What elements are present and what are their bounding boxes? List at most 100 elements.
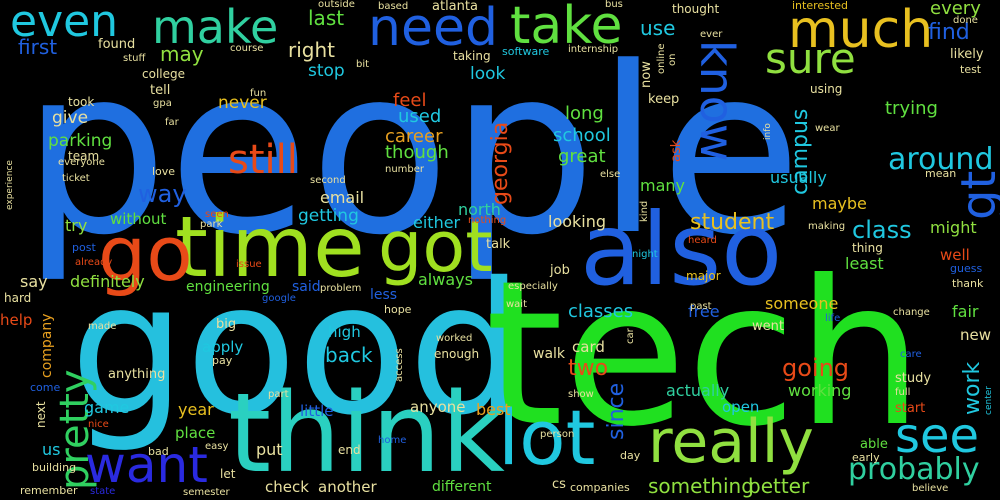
word-need: need <box>368 0 498 58</box>
word-might: might <box>930 218 977 237</box>
word-tell: tell <box>150 83 171 98</box>
word-love: love <box>152 165 176 178</box>
word-looking: looking <box>548 212 607 231</box>
word-easy: easy <box>205 441 229 452</box>
word-actually: actually <box>666 381 730 400</box>
word-use: use <box>640 16 676 40</box>
word-made: made <box>88 321 117 332</box>
word-want: want <box>85 436 208 494</box>
word-study: study <box>895 371 932 386</box>
word-great: great <box>558 146 606 167</box>
word-enough: enough <box>434 347 480 361</box>
word-companies: companies <box>570 481 630 494</box>
word-never: never <box>218 93 267 113</box>
word-last: last <box>308 6 345 30</box>
word-number: number <box>385 164 425 175</box>
word-cs: cs <box>552 477 566 492</box>
word-maybe: maybe <box>812 194 867 213</box>
word-think: think <box>228 369 505 497</box>
word-stop: stop <box>308 61 345 81</box>
word-little: little <box>300 402 334 420</box>
word-interested: interested <box>792 0 848 12</box>
word-put: put <box>256 440 283 459</box>
word-experience: experience <box>5 160 15 210</box>
word-fun: fun <box>250 88 267 99</box>
word-open: open <box>722 398 760 416</box>
word-say: say <box>20 272 48 291</box>
word-worked: worked <box>436 333 473 344</box>
word-high: high <box>328 323 361 341</box>
word-wear: wear <box>815 123 840 134</box>
word-next: next <box>34 401 48 428</box>
word-used: used <box>398 106 442 127</box>
word-care: care <box>900 349 922 360</box>
word-big: big <box>216 317 237 332</box>
word-long: long <box>565 103 604 124</box>
word-day: day <box>620 449 641 462</box>
word-email: email <box>320 188 365 207</box>
word-new: new <box>960 326 992 344</box>
word-college: college <box>142 67 185 81</box>
word-said: said <box>292 279 321 295</box>
word-work: work <box>960 361 985 415</box>
word-second: second <box>310 175 346 186</box>
word-career: career <box>385 126 443 147</box>
word-early: early <box>852 451 880 464</box>
word-bad: bad <box>148 445 169 458</box>
word-though: though <box>385 142 449 163</box>
word-well: well <box>940 246 970 264</box>
word-north: north <box>458 200 501 219</box>
word-way: way <box>138 180 187 208</box>
word-part: part <box>268 389 289 400</box>
word-test: test <box>960 63 982 76</box>
word-georgia: georgia <box>488 121 513 205</box>
word-took: took <box>68 95 95 109</box>
word-car: car <box>625 328 636 344</box>
word-someone: someone <box>765 294 839 313</box>
word-full: full <box>895 387 911 398</box>
word-else: else <box>600 169 621 180</box>
word-guess: guess <box>950 262 983 275</box>
word-let: let <box>220 467 236 481</box>
word-using: using <box>810 82 843 96</box>
word-end: end <box>338 443 361 457</box>
word-anything: anything <box>108 367 166 382</box>
word-anyone: anyone <box>410 398 466 416</box>
word-outside: outside <box>318 0 355 10</box>
word-take: take <box>510 0 623 56</box>
word-make: make <box>152 0 279 54</box>
word-gt: gt <box>951 170 1000 220</box>
word-parking: parking <box>48 131 113 151</box>
word-first: first <box>18 35 58 59</box>
word-without: without <box>110 210 167 228</box>
word-another: another <box>318 478 377 496</box>
word-classes: classes <box>568 301 634 322</box>
word-issue: issue <box>236 259 262 270</box>
word-info: info <box>763 123 773 140</box>
word-everyone: everyone <box>58 157 105 168</box>
word-even: even <box>10 0 119 47</box>
word-problem: problem <box>320 283 362 294</box>
word-heard: heard <box>688 235 717 246</box>
word-change: change <box>893 307 930 318</box>
word-keep: keep <box>648 92 680 107</box>
word-on: on <box>667 53 678 66</box>
word-likely: likely <box>950 47 984 62</box>
word-working: working <box>788 381 852 400</box>
word-kind: kind <box>639 200 650 222</box>
word-going: going <box>782 354 850 382</box>
word-walk: walk <box>533 346 566 362</box>
word-come: come <box>30 381 61 394</box>
word-school: school <box>553 125 611 146</box>
word-home: home <box>378 435 407 446</box>
word-really: really <box>648 407 814 477</box>
word-least: least <box>845 254 884 273</box>
word-software: software <box>502 45 550 58</box>
word-team: team <box>68 149 100 163</box>
word-bit: bit <box>356 59 370 70</box>
word-making: making <box>808 221 846 232</box>
word-around: around <box>888 142 994 177</box>
word-find: find <box>928 20 970 45</box>
word-see: see <box>895 408 980 464</box>
